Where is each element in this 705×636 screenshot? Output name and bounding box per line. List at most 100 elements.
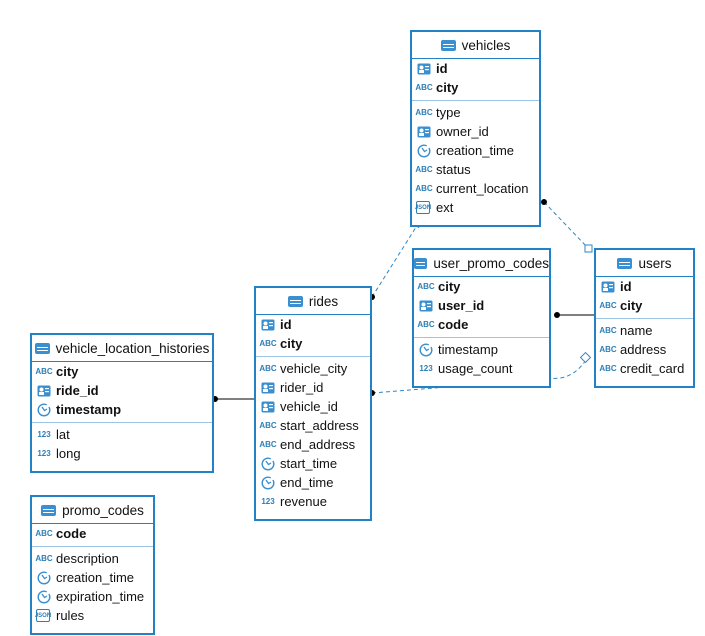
key-icon [260, 319, 276, 331]
key-icon-shape [419, 300, 433, 311]
column-row: ABC end_address [256, 435, 370, 454]
column-name: creation_time [436, 143, 515, 158]
table-icon [34, 342, 50, 354]
relation-line [543, 201, 589, 249]
type-icon: 123 [37, 430, 51, 439]
table-name: vehicle_location_histories [55, 340, 210, 356]
table-name: users [638, 255, 672, 271]
type-icon: ABC [259, 421, 277, 430]
column-name: city [56, 364, 79, 379]
type-icon: 123 [261, 497, 275, 506]
column-name: id [436, 61, 448, 76]
column-row: ABC city [256, 334, 370, 353]
table-icon [617, 257, 633, 269]
table: users id ABC city ABC name ABC address ABC credit… [594, 248, 695, 388]
column-row: id [596, 277, 693, 296]
column-name: city [438, 279, 461, 294]
type-icon: ABC [417, 282, 435, 291]
relation-line [371, 223, 419, 298]
type-icon: ABC [259, 364, 277, 373]
type-icon: JSON [415, 201, 431, 214]
column-name: code [438, 317, 469, 332]
key-icon [260, 382, 276, 394]
type-icon: ABC [415, 108, 433, 117]
key-icon-shape [417, 63, 431, 74]
key-icon-shape [261, 382, 275, 393]
column-row: ABC city [32, 362, 212, 381]
separator [256, 356, 370, 357]
column-row: ABC city [414, 277, 549, 296]
column-row: ABC address [596, 340, 693, 359]
column-name: description [56, 551, 119, 566]
column-row: 123 revenue [256, 492, 370, 511]
type-icon: ABC [35, 554, 53, 563]
column-row: ride_id [32, 381, 212, 400]
column-name: ride_id [56, 383, 99, 398]
clock-icon [36, 402, 52, 417]
column-row: ABC start_address [256, 416, 370, 435]
column-name: type [436, 105, 461, 120]
clock-icon-shape [261, 456, 275, 471]
column-name: start_address [280, 418, 359, 433]
table: promo_codes ABC code ABC description creation… [30, 495, 155, 635]
column-row: vehicle_id [256, 397, 370, 416]
column-name: city [280, 336, 303, 351]
table-icon [287, 295, 303, 307]
column-name: current_location [436, 181, 529, 196]
clock-icon-shape [261, 475, 275, 490]
key-icon-shape [261, 319, 275, 330]
table-icon [440, 39, 456, 51]
key-icon [260, 401, 276, 413]
clock-icon-shape [417, 143, 431, 158]
type-icon: ABC [599, 326, 617, 335]
clock-icon [418, 342, 434, 357]
relation-end [579, 351, 592, 364]
table-header: vehicles [412, 32, 539, 59]
clock-icon-shape [37, 402, 51, 417]
column-row: timestamp [414, 340, 549, 359]
column-row: ABC code [32, 524, 153, 543]
type-icon: ABC [35, 367, 53, 376]
column-row: 123 long [32, 444, 212, 463]
column-name: id [620, 279, 632, 294]
type-icon: 123 [37, 449, 51, 458]
column-row: 123 lat [32, 425, 212, 444]
table-icon [414, 257, 428, 269]
clock-icon [260, 456, 276, 471]
clock-icon-shape [37, 570, 51, 585]
type-icon: ABC [417, 320, 435, 329]
column-name: expiration_time [56, 589, 145, 604]
column-name: timestamp [56, 402, 122, 417]
relation-end [584, 244, 593, 253]
column-row: ABC name [596, 321, 693, 340]
column-name: credit_card [620, 361, 685, 376]
column-name: ext [436, 200, 454, 215]
column-name: timestamp [438, 342, 498, 357]
clock-icon [416, 143, 432, 158]
column-row: ABC type [412, 103, 539, 122]
column-row: JSON rules [32, 606, 153, 625]
column-row: id [412, 59, 539, 78]
column-row: rider_id [256, 378, 370, 397]
column-name: status [436, 162, 471, 177]
column-name: city [620, 298, 643, 313]
relation-end [554, 312, 560, 318]
separator [412, 100, 539, 101]
column-row: id [256, 315, 370, 334]
column-name: user_id [438, 298, 485, 313]
table-header: users [596, 250, 693, 277]
type-icon: ABC [259, 440, 277, 449]
key-icon [416, 126, 432, 138]
column-row: ABC description [32, 549, 153, 568]
key-icon-shape [261, 401, 275, 412]
column-name: id [280, 317, 292, 332]
column-row: timestamp [32, 400, 212, 419]
table-name: user_promo_codes [433, 255, 549, 271]
column-row: ABC city [596, 296, 693, 315]
column-row: user_id [414, 296, 549, 315]
column-row: ABC code [414, 315, 549, 334]
type-icon: 123 [419, 364, 433, 373]
table: rides id ABC city ABC vehicle_city rider_id veh… [254, 286, 372, 521]
column-row: JSON ext [412, 198, 539, 217]
